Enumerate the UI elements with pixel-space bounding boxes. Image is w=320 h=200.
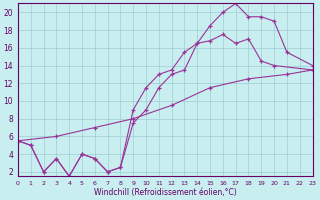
X-axis label: Windchill (Refroidissement éolien,°C): Windchill (Refroidissement éolien,°C) xyxy=(94,188,236,197)
